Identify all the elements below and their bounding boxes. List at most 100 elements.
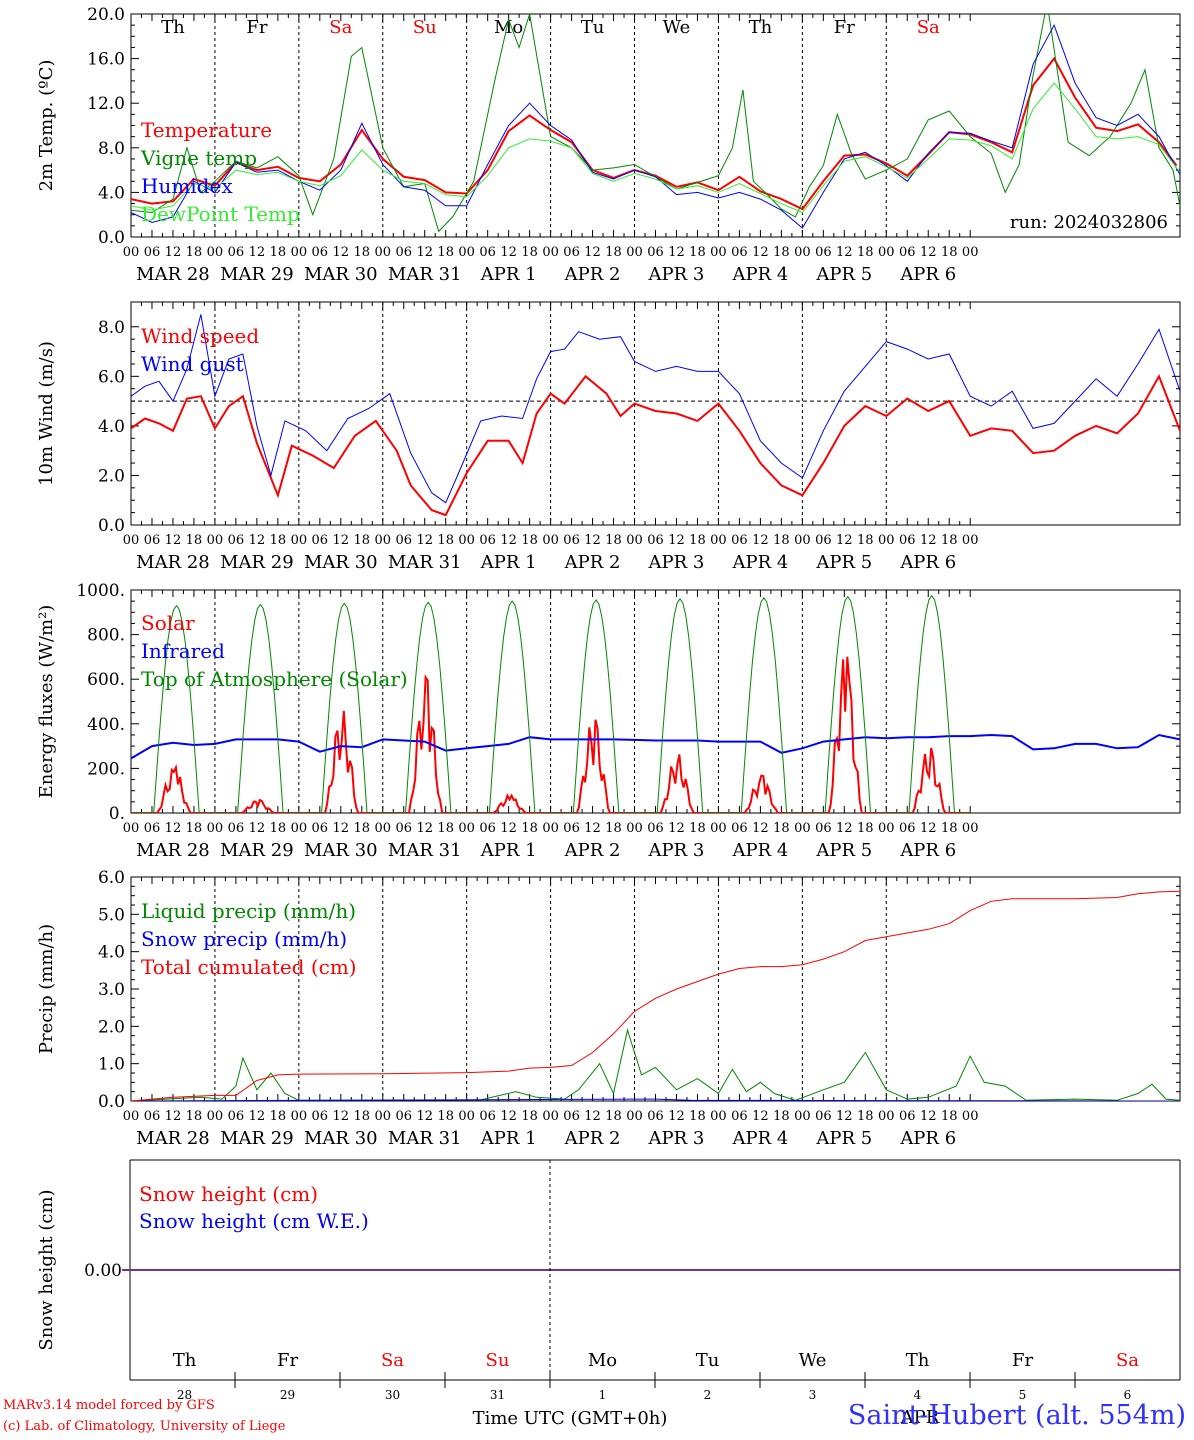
hour-tick-label: 12 — [333, 821, 350, 836]
hour-tick-label: 12 — [249, 1109, 266, 1124]
hour-tick-label: 06 — [647, 245, 664, 260]
y-tick-label: 600. — [87, 670, 125, 690]
hour-tick-label: 18 — [437, 245, 454, 260]
date-label: APR 1 — [480, 552, 537, 573]
hour-tick-label: 18 — [186, 533, 203, 548]
panel-temperature: 0.0 4.0 8.0 12.0 16.0 20.0 2m Temp. (ºC) Temper… — [36, 5, 1180, 248]
legend-entry: Temperature — [141, 118, 272, 142]
series-line-top-of-atmosphere-solar- — [131, 594, 971, 813]
series-line-vigne-temp — [131, 14, 1180, 233]
hour-tick-label: 18 — [605, 245, 622, 260]
hour-tick-label: 06 — [395, 245, 412, 260]
date-label: APR 6 — [899, 264, 956, 285]
y-tick-label: 2.0 — [98, 1017, 125, 1037]
panel-precip: 0.0 1.0 2.0 3.0 4.0 5.0 6.0 Precip (mm/h) Liquid… — [36, 868, 1180, 1112]
date-label: APR 3 — [648, 1128, 705, 1149]
snow-daynum-label: 3 — [809, 1388, 817, 1402]
series-line-dewpoint-temp — [131, 82, 1180, 214]
hour-tick-label: 00 — [962, 533, 979, 548]
date-label: MAR 28 — [136, 264, 210, 285]
hour-tick-label: 18 — [773, 1109, 790, 1124]
hour-tick-label: 12 — [836, 245, 853, 260]
hour-tick-label: 06 — [479, 821, 496, 836]
date-label: APR 6 — [899, 552, 956, 573]
series-line-infrared — [131, 733, 1180, 760]
hour-tick-label: 12 — [416, 821, 433, 836]
snow-daynum-label: 5 — [1019, 1388, 1027, 1402]
legend-entry: DewPoint Temp — [141, 202, 300, 226]
y-tick-label: 400. — [87, 715, 125, 735]
snow-weekday-label: Sa — [381, 1350, 404, 1371]
y-tick-label: 8.0 — [98, 318, 125, 338]
date-label: APR 4 — [731, 1128, 788, 1149]
hour-tick-label: 18 — [689, 245, 706, 260]
snow-weekday-label: Sa — [1116, 1350, 1139, 1371]
date-label: APR 1 — [480, 840, 537, 861]
hour-tick-label: 18 — [857, 1109, 874, 1124]
snow-weekday-label: Su — [486, 1350, 510, 1371]
hour-tick-label: 00 — [626, 821, 643, 836]
hour-tick-label: 06 — [899, 533, 916, 548]
snow-daynum-label: 6 — [1124, 1388, 1132, 1402]
legend-entry: Infrared — [141, 639, 225, 663]
hour-tick-label: 18 — [437, 1109, 454, 1124]
hour-tick-label: 12 — [584, 1109, 601, 1124]
hour-tick-label: 12 — [752, 821, 769, 836]
series-line-total-cumulated-cm- — [131, 890, 1180, 1101]
legend-entry: Vigne temp — [140, 146, 257, 170]
hour-tick-label: 06 — [312, 1109, 329, 1124]
y-tick-label: 0. — [109, 804, 125, 824]
hour-tick-label: 00 — [291, 1109, 308, 1124]
hour-tick-label: 12 — [920, 1109, 937, 1124]
y-tick-label: 1.0 — [98, 1055, 125, 1075]
hour-tick-label: 06 — [815, 245, 832, 260]
hour-tick-label: 12 — [165, 245, 182, 260]
hour-tick-label: 06 — [228, 245, 245, 260]
hour-tick-label: 12 — [920, 245, 937, 260]
y-tick-label: 8.0 — [98, 139, 125, 159]
hour-tick-label: 18 — [941, 821, 958, 836]
hour-tick-label: 00 — [458, 1109, 475, 1124]
hour-tick-label: 18 — [437, 821, 454, 836]
hour-tick-label: 12 — [668, 245, 685, 260]
legend-entry: Top of Atmosphere (Solar) — [141, 667, 408, 691]
hour-tick-label: 06 — [647, 821, 664, 836]
hour-tick-label: 12 — [249, 533, 266, 548]
hour-tick-label: 12 — [249, 821, 266, 836]
hour-tick-label: 06 — [479, 245, 496, 260]
date-label: MAR 31 — [388, 264, 462, 285]
hour-tick-label: 00 — [962, 245, 979, 260]
hour-tick-label: 00 — [458, 245, 475, 260]
snow-legend-entry: Snow height (cm W.E.) — [139, 1209, 369, 1233]
weekday-label: Su — [413, 17, 437, 38]
hour-tick-label: 12 — [668, 533, 685, 548]
hour-tick-label: 12 — [333, 1109, 350, 1124]
hour-tick-label: 12 — [668, 1109, 685, 1124]
hour-tick-label: 06 — [647, 1109, 664, 1124]
hour-tick-label: 06 — [563, 1109, 580, 1124]
date-label: APR 4 — [731, 552, 788, 573]
y-tick-label: 20.0 — [87, 5, 125, 25]
y-axis-label: Energy fluxes (W/m²) — [36, 605, 57, 799]
hour-tick-label: 06 — [815, 533, 832, 548]
hour-tick-label: 18 — [605, 1109, 622, 1124]
y-tick-label: 3.0 — [98, 980, 125, 1000]
hour-tick-label: 18 — [354, 533, 371, 548]
time-axis-3: 00 06 12 18 00 06 12 18 00 06 12 18 00 06 12 18 00 06 12 18… — [123, 876, 1181, 1149]
hour-tick-label: 00 — [123, 1109, 140, 1124]
hour-tick-label: 18 — [689, 821, 706, 836]
hour-tick-label: 00 — [542, 245, 559, 260]
weekday-label: Sa — [329, 17, 352, 38]
panel-frame — [130, 301, 1181, 526]
hour-tick-label: 18 — [354, 821, 371, 836]
hour-tick-label: 06 — [731, 1109, 748, 1124]
date-label: APR 2 — [564, 840, 621, 861]
hour-tick-label: 00 — [291, 533, 308, 548]
hour-tick-label: 18 — [941, 533, 958, 548]
hour-tick-label: 18 — [605, 533, 622, 548]
date-label: APR 1 — [480, 264, 537, 285]
y-tick-label: 2.0 — [98, 466, 125, 486]
y-tick-label: 6.0 — [98, 868, 125, 888]
hour-tick-label: 00 — [710, 245, 727, 260]
snow-daynum-label: 30 — [385, 1388, 400, 1402]
